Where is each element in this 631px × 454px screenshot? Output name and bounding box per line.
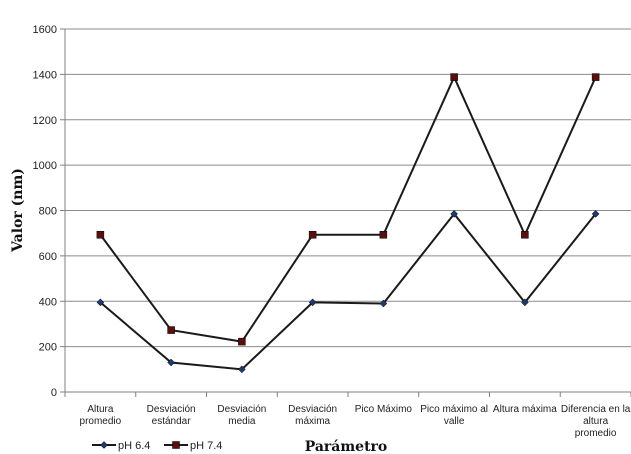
y-axis-ticks: 0 200 400 600 800 1000 1200 1400 1600 xyxy=(33,24,65,399)
series-line xyxy=(99,212,597,371)
y-tick-label: 0 xyxy=(51,387,57,399)
data-point xyxy=(308,298,317,307)
data-point xyxy=(238,365,246,374)
y-tick-label: 200 xyxy=(39,342,57,354)
y-tick-label: 400 xyxy=(39,296,57,308)
data-point xyxy=(167,326,175,334)
data-point xyxy=(521,231,529,239)
series-line xyxy=(99,74,597,343)
x-category-label: Desviación media xyxy=(217,404,266,427)
data-point xyxy=(96,231,105,239)
y-tick-label: 1600 xyxy=(33,24,57,36)
data-point xyxy=(521,298,529,307)
legend-marker xyxy=(100,441,108,449)
data-point xyxy=(96,298,105,307)
data-point xyxy=(379,299,388,308)
y-tick-label: 1400 xyxy=(33,69,57,81)
data-point xyxy=(308,231,317,239)
data-point xyxy=(238,337,246,346)
x-category-label: Diferencia en la altura promedio xyxy=(561,404,631,439)
y-tick-label: 800 xyxy=(39,206,57,218)
legend-label: pH 6.4 xyxy=(118,440,150,452)
series-group xyxy=(96,73,600,374)
x-category-label: Pico Máximo xyxy=(355,404,413,415)
y-tick-label: 1200 xyxy=(33,115,57,127)
data-point xyxy=(167,358,175,367)
data-point xyxy=(450,210,458,218)
x-category-label: Altura promedio xyxy=(80,404,122,427)
data-point xyxy=(450,73,458,81)
x-category-label: Pico máximo al valle xyxy=(420,404,488,427)
gridlines xyxy=(65,28,631,348)
x-axis-title: Parámetro xyxy=(305,439,388,454)
legend-marker xyxy=(172,441,180,449)
y-tick-label: 1000 xyxy=(33,160,57,172)
x-category-label: Altura máxima xyxy=(493,404,557,415)
data-point xyxy=(591,73,600,81)
data-point xyxy=(379,231,388,239)
legend: pH 6.4 pH 7.4 xyxy=(92,440,222,452)
data-point xyxy=(591,210,600,218)
x-category-label: Desviación máxima xyxy=(288,404,337,427)
x-category-label: Desviación estándar xyxy=(147,404,196,427)
y-axis-title: Valor (nm) xyxy=(10,168,26,253)
y-tick-label: 600 xyxy=(39,251,57,263)
x-axis-categories: Altura promedio Desviación estándar Desviaci… xyxy=(64,392,631,439)
legend-label: pH 7.4 xyxy=(190,440,222,452)
series-pH-6.4 xyxy=(96,210,600,374)
series-pH-7.4 xyxy=(96,73,600,346)
